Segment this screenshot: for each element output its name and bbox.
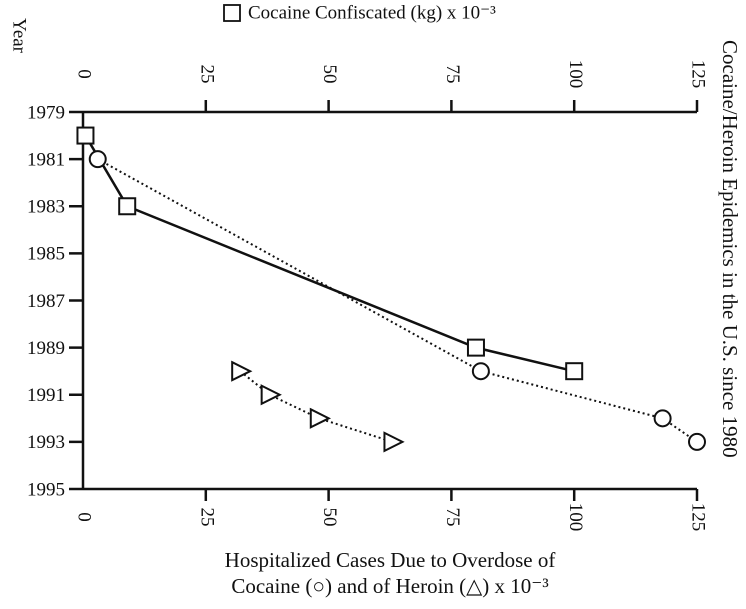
- top-tick-label: 75: [442, 65, 463, 84]
- bottom-axis-label: Cocaine (○) and of Heroin (△) x 10⁻³: [231, 574, 548, 598]
- top-axis-label: Cocaine Confiscated (kg) x 10⁻³: [248, 2, 496, 23]
- series-line: [239, 370, 393, 443]
- bottom-tick-label: 100: [565, 503, 586, 532]
- y-tick-label: 1985: [27, 244, 65, 265]
- square-marker: [565, 362, 584, 381]
- legend-square: [223, 4, 241, 22]
- bottom-tick-label: 0: [74, 512, 95, 522]
- series-line: [97, 158, 698, 443]
- series-line: [84, 134, 575, 373]
- bottom-tick-label: 25: [196, 508, 217, 527]
- top-tick-label: 125: [688, 60, 709, 89]
- square-marker: [118, 197, 137, 216]
- square-marker: [466, 338, 485, 357]
- bottom-axis-label: Hospitalized Cases Due to Overdose of: [225, 548, 556, 572]
- top-tick-label: 0: [74, 69, 95, 79]
- circle-marker: [88, 150, 107, 169]
- circle-marker: [653, 409, 672, 428]
- chart-title: Cocaine/Heroin Epidemics in the U.S. sin…: [718, 40, 742, 458]
- y-tick-label: 1983: [27, 197, 65, 218]
- y-tick-label: 1995: [27, 479, 65, 500]
- y-tick-label: 1993: [27, 432, 65, 453]
- top-tick-label: 25: [196, 65, 217, 84]
- triangle-marker: [383, 431, 405, 453]
- triangle-marker: [260, 384, 282, 406]
- top-tick-label: 50: [319, 65, 340, 84]
- triangle-marker: [309, 407, 332, 429]
- bottom-tick-label: 75: [442, 508, 463, 527]
- y-tick-label: 1981: [27, 149, 65, 170]
- top-tick-label: 100: [565, 60, 586, 89]
- bottom-tick-label: 50: [319, 508, 340, 527]
- square-marker: [76, 126, 95, 145]
- circle-marker: [471, 362, 490, 381]
- y-tick-label: 1987: [27, 291, 65, 312]
- bottom-tick-label: 125: [688, 503, 709, 532]
- y-axis-label: Year: [9, 18, 30, 54]
- y-tick-label: 1991: [27, 385, 65, 406]
- triangle-marker: [231, 360, 253, 382]
- y-tick-label: 1989: [27, 338, 65, 359]
- circle-marker: [688, 432, 706, 451]
- y-tick-label: 1979: [27, 102, 65, 123]
